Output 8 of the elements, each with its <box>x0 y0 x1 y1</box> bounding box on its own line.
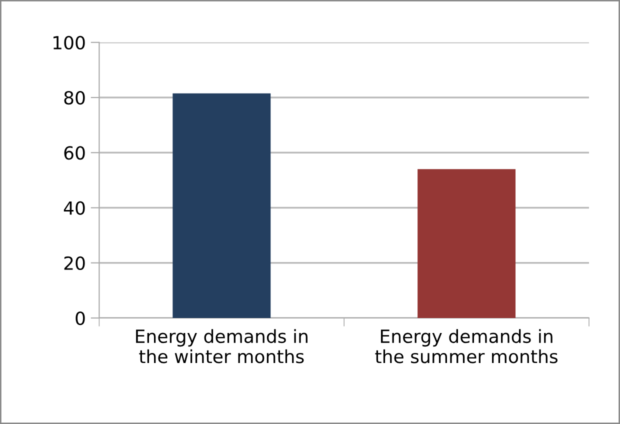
x-tick-label: Energy demands in the summer months <box>375 329 558 364</box>
y-tick-label: 60 <box>64 146 85 160</box>
y-tick-label: 0 <box>76 311 85 326</box>
y-tick-label: 40 <box>64 201 85 215</box>
y-tick-label: 80 <box>64 90 85 105</box>
x-tick-label: Energy demands in the winter months <box>136 329 308 364</box>
y-tick-label: 100 <box>54 36 85 50</box>
y-tick-label: 20 <box>64 256 85 270</box>
